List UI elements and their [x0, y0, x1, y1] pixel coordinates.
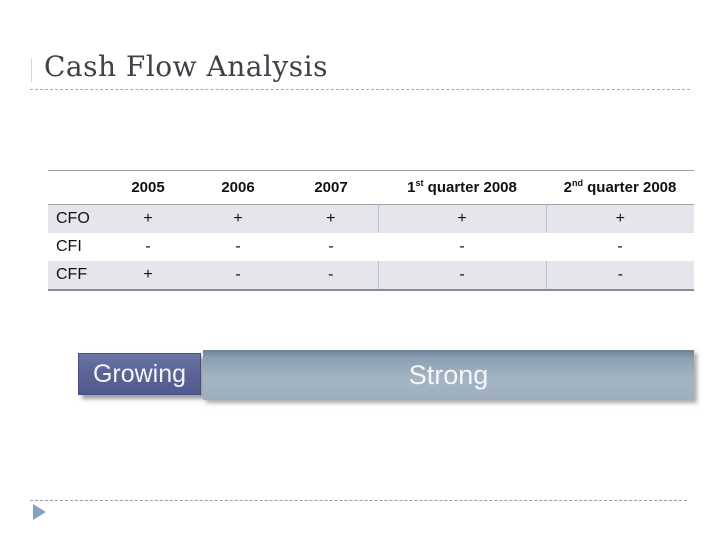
- row-label: CFI: [56, 238, 82, 255]
- title-dashed-divider: [30, 89, 690, 90]
- row-label: CFO: [56, 210, 90, 227]
- value-cell: -: [617, 238, 623, 255]
- ordinal-superscript: nd: [571, 178, 583, 188]
- slide-title: Cash Flow Analysis: [44, 50, 328, 83]
- value-cell: -: [235, 238, 241, 255]
- value-cell: +: [233, 210, 243, 227]
- header-label: 2: [563, 179, 572, 196]
- header-cell-q2-2008: 2nd quarter 2008: [546, 171, 694, 205]
- value-cell: -: [235, 266, 241, 283]
- table-row-cfi: CFI - - - - -: [48, 233, 694, 261]
- header-cell-q1-2008: 1st quarter 2008: [378, 171, 546, 205]
- header-cell-2005: 2005: [104, 171, 192, 205]
- ordinal-superscript: st: [415, 178, 424, 188]
- footer-dashed-divider: [30, 500, 687, 501]
- value-cell: -: [545, 261, 694, 290]
- row-label: CFF: [56, 266, 88, 283]
- value-cell: +: [545, 204, 694, 233]
- strong-label: Strong: [408, 359, 489, 390]
- strong-callout-box: Strong: [203, 350, 694, 400]
- value-cell: +: [143, 210, 153, 227]
- cash-flow-table: 2005 2006 2007 1st quarter 2008 2nd quar…: [48, 170, 694, 291]
- value-cell: +: [377, 204, 546, 233]
- value-cell: -: [145, 238, 151, 255]
- header-cell-2007: 2007: [284, 171, 378, 205]
- header-label: 1: [407, 179, 416, 196]
- value-cell: +: [326, 210, 336, 227]
- table-row-cfo: CFO + + + + +: [48, 204, 694, 233]
- header-label: quarter 2008: [582, 179, 677, 196]
- value-cell: -: [459, 238, 465, 255]
- footer-arrow-icon: [33, 504, 46, 520]
- value-cell: -: [377, 261, 546, 290]
- header-label: 2006: [221, 179, 255, 196]
- header-label: 2007: [314, 179, 348, 196]
- table-header-row: 2005 2006 2007 1st quarter 2008 2nd quar…: [48, 171, 694, 205]
- growing-callout-box: Growing: [78, 353, 201, 395]
- value-cell: -: [328, 238, 334, 255]
- header-cell-2006: 2006: [192, 171, 284, 205]
- table-row-cff: CFF + - - - -: [48, 261, 694, 290]
- value-cell: +: [143, 266, 153, 283]
- header-label: quarter 2008: [423, 179, 517, 196]
- header-label: 2005: [131, 179, 165, 196]
- growing-label: Growing: [92, 359, 187, 388]
- title-accent-tick: [31, 58, 32, 82]
- value-cell: -: [328, 266, 334, 283]
- header-cell-empty: [48, 171, 104, 205]
